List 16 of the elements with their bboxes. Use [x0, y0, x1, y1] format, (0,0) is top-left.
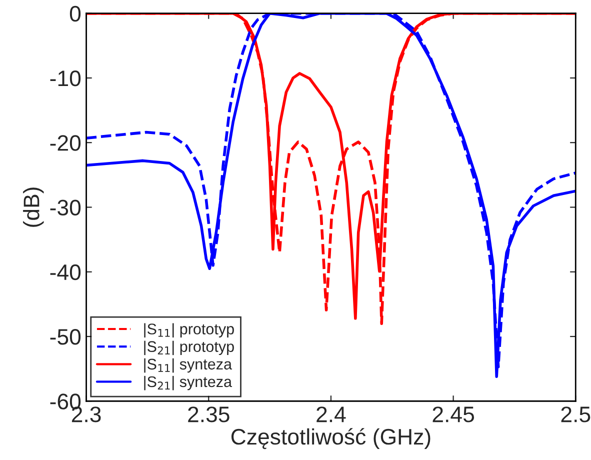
y-tick-label: -20: [50, 135, 81, 151]
y-tick-label: 0: [70, 6, 81, 22]
y-axis-title: (dB): [23, 188, 44, 227]
legend-label: |S$_{21}$| prototyp: [144, 340, 234, 356]
y-tick-label: -10: [50, 70, 81, 86]
x-tick-label: 2.4: [316, 406, 346, 422]
y-tick-label: -50: [50, 329, 81, 345]
y-tick-label: -40: [50, 264, 81, 280]
legend-label: |S$_{11}$| prototyp: [144, 323, 234, 338]
x-tick-label: 2.5: [561, 406, 590, 422]
legend-label: |S$_{21}$| synteza: [144, 376, 232, 390]
y-tick-label: -30: [50, 200, 81, 216]
legend-label: |S$_{11}$| synteza: [144, 358, 232, 373]
x-axis-title: Częstotliwość (GHz): [231, 428, 430, 450]
x-tick-label: 2.45: [432, 406, 474, 422]
x-tick-label: 2.35: [188, 406, 230, 422]
